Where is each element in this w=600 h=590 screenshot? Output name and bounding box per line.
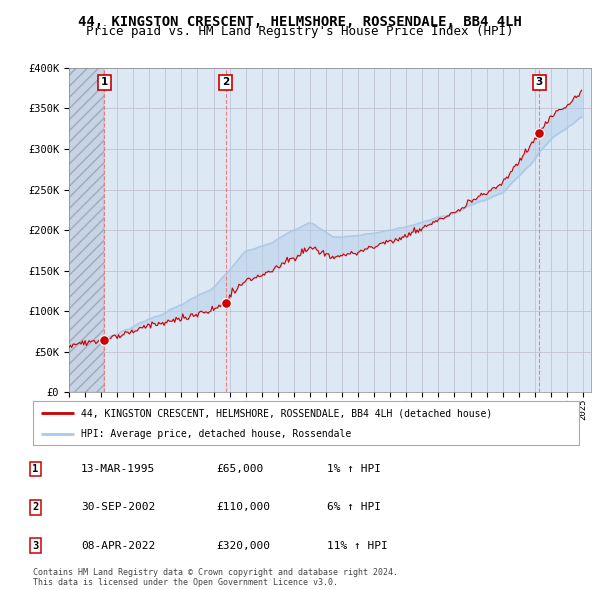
Text: Price paid vs. HM Land Registry's House Price Index (HPI): Price paid vs. HM Land Registry's House … — [86, 25, 514, 38]
Text: 1: 1 — [101, 77, 108, 87]
Text: £320,000: £320,000 — [216, 541, 270, 550]
Text: 44, KINGSTON CRESCENT, HELMSHORE, ROSSENDALE, BB4 4LH (detached house): 44, KINGSTON CRESCENT, HELMSHORE, ROSSEN… — [81, 408, 492, 418]
Text: £110,000: £110,000 — [216, 503, 270, 512]
Text: 6% ↑ HPI: 6% ↑ HPI — [327, 503, 381, 512]
Text: 13-MAR-1995: 13-MAR-1995 — [81, 464, 155, 474]
Text: 3: 3 — [32, 541, 38, 550]
Text: HPI: Average price, detached house, Rossendale: HPI: Average price, detached house, Ross… — [81, 428, 351, 438]
Bar — [69, 68, 104, 392]
Text: 30-SEP-2002: 30-SEP-2002 — [81, 503, 155, 512]
Text: £65,000: £65,000 — [216, 464, 263, 474]
Text: Contains HM Land Registry data © Crown copyright and database right 2024.
This d: Contains HM Land Registry data © Crown c… — [33, 568, 398, 587]
Text: 1% ↑ HPI: 1% ↑ HPI — [327, 464, 381, 474]
Text: 1: 1 — [32, 464, 38, 474]
Text: 2: 2 — [222, 77, 229, 87]
Text: 08-APR-2022: 08-APR-2022 — [81, 541, 155, 550]
Text: 3: 3 — [535, 77, 543, 87]
Text: 2: 2 — [32, 503, 38, 512]
Text: 11% ↑ HPI: 11% ↑ HPI — [327, 541, 388, 550]
Text: 44, KINGSTON CRESCENT, HELMSHORE, ROSSENDALE, BB4 4LH: 44, KINGSTON CRESCENT, HELMSHORE, ROSSEN… — [78, 15, 522, 29]
